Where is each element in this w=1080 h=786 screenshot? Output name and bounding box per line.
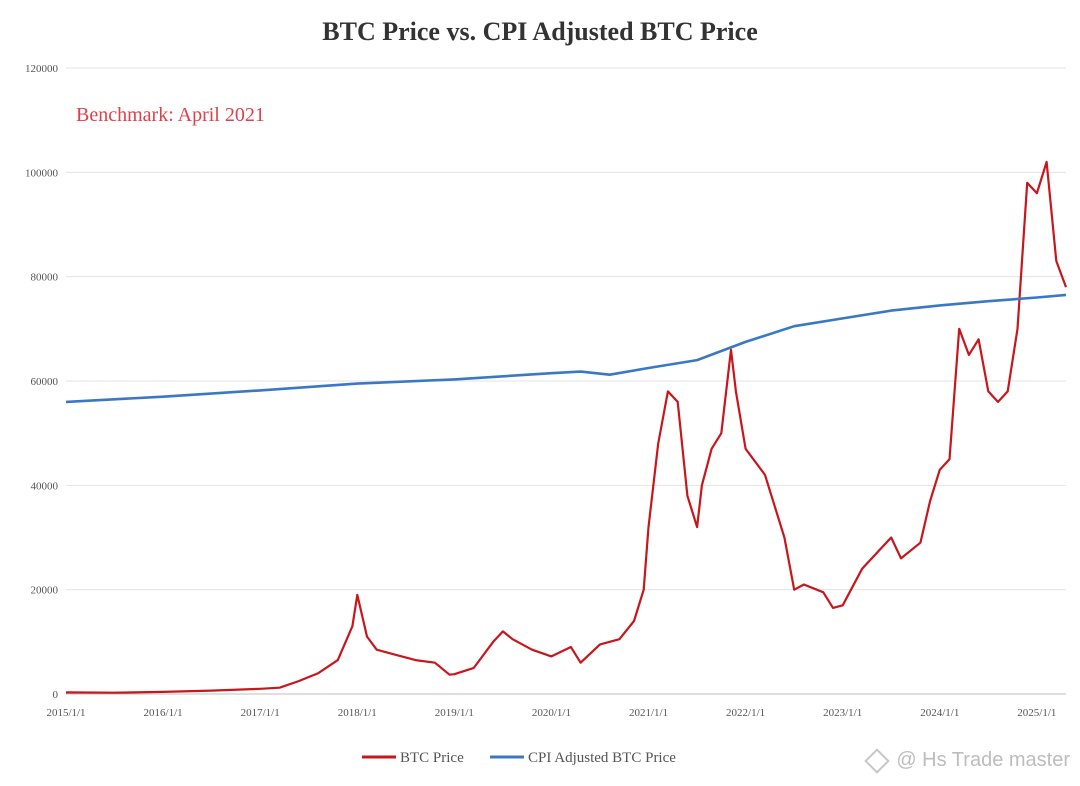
grid	[66, 67, 1066, 695]
legend-label: CPI Adjusted BTC Price	[528, 750, 676, 766]
y-tick-label: 0	[53, 689, 59, 701]
y-tick-label: 120000	[25, 63, 59, 75]
benchmark-annotation: Benchmark: April 2021	[76, 104, 265, 126]
watermark-text: @ Hs Trade master	[896, 749, 1070, 771]
x-tick-label: 2015/1/1	[46, 707, 85, 719]
x-tick-label: 2016/1/1	[144, 707, 183, 719]
x-tick-label: 2019/1/1	[435, 707, 474, 719]
y-axis: 0 20000 40000 60000 80000 100000 120000	[25, 63, 59, 701]
y-tick-label: 40000	[31, 480, 59, 492]
series-line-btc-price	[65, 160, 1068, 694]
watermark: @ Hs Trade master	[864, 747, 1070, 774]
legend-label: BTC Price	[400, 750, 464, 766]
y-tick-label: 60000	[31, 376, 59, 388]
y-tick-label: 80000	[31, 272, 59, 284]
x-tick-label: 2021/1/1	[629, 707, 668, 719]
x-tick-label: 2024/1/1	[920, 707, 959, 719]
diamond-logo-icon	[864, 747, 891, 774]
y-tick-label: 20000	[31, 585, 59, 597]
x-tick-label: 2022/1/1	[726, 707, 765, 719]
x-axis: 2015/1/1 2016/1/1 2017/1/1 2018/1/1 2019/1/1…	[46, 693, 1066, 719]
legend: BTC Price CPI Adjusted BTC Price	[362, 750, 676, 766]
x-tick-label: 2025/1/1	[1017, 707, 1056, 719]
y-tick-label: 100000	[25, 167, 59, 179]
chart-title: BTC Price vs. CPI Adjusted BTC Price	[322, 17, 757, 46]
x-tick-label: 2020/1/1	[532, 707, 571, 719]
series-line-cpi-adjusted	[65, 293, 1067, 404]
series-lines	[65, 160, 1068, 694]
x-tick-label: 2023/1/1	[823, 707, 862, 719]
x-tick-label: 2018/1/1	[338, 707, 377, 719]
x-tick-label: 2017/1/1	[241, 707, 280, 719]
